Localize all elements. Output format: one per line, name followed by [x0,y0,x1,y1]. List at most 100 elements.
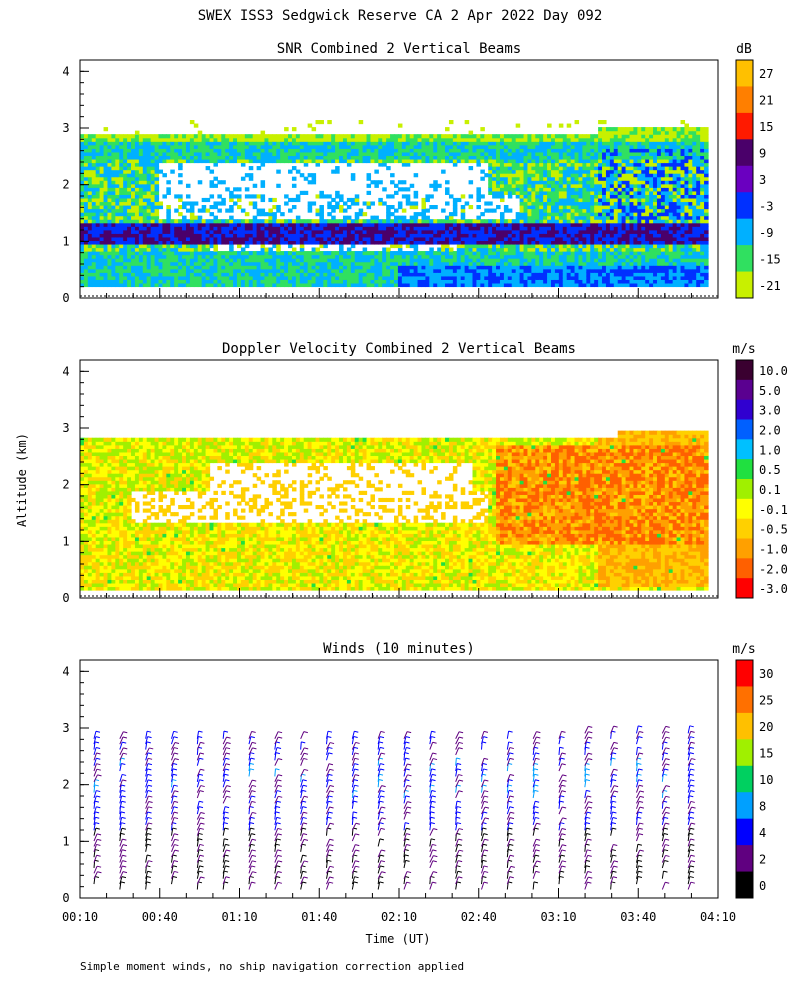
heatmap-cell [138,240,144,245]
heatmap-cell [605,173,611,178]
heatmap-cell [570,173,576,178]
heatmap-cell [488,229,493,234]
heatmap-cell [609,134,615,139]
heatmap-cell [437,247,442,252]
heatmap-cell [288,236,293,242]
heatmap-cell [503,190,509,195]
heatmap-cell [178,226,183,231]
heatmap-cell [335,268,340,273]
heatmap-cell [307,144,313,149]
heatmap-cell [629,194,635,199]
heatmap-cell [617,275,623,280]
heatmap-cell [633,208,638,213]
heatmap-cell [605,268,611,273]
heatmap-cell [366,190,372,195]
heatmap-cell [323,222,328,227]
heatmap-cell [311,180,317,185]
heatmap-cell [421,275,426,280]
heatmap-cell [115,151,120,157]
heatmap-cell [594,243,599,249]
heatmap-cell [142,268,148,273]
heatmap-cell [268,236,273,242]
heatmap-cell [594,201,599,206]
heatmap-cell [174,141,179,146]
heatmap-cell [617,222,623,227]
heatmap-cell [503,279,509,284]
heatmap-cell [566,162,572,167]
heatmap-cell [488,254,493,259]
heatmap-cell [339,134,344,139]
heatmap-cell [213,183,218,188]
heatmap-cell [405,201,411,206]
heatmap-cell [80,268,85,273]
heatmap-cell [91,201,97,206]
heatmap-cell [511,148,517,153]
heatmap-cell [221,197,226,203]
heatmap-cell [578,240,583,245]
heatmap-cell [248,173,254,178]
heatmap-cell [499,279,505,284]
heatmap-cell [507,169,513,174]
heatmap-cell [574,148,580,153]
heatmap-cell [551,236,556,242]
heatmap-cell [362,272,368,277]
heatmap-cell [291,258,297,263]
heatmap-cell [562,282,568,288]
heatmap-cell [397,137,403,142]
heatmap-cell [480,155,485,160]
heatmap-cell [252,233,258,238]
heatmap-cell [590,190,595,195]
heatmap-cell [578,229,583,234]
heatmap-cell [311,279,317,284]
heatmap-cell [115,279,120,284]
heatmap-cell [598,120,603,125]
heatmap-cell [421,226,426,231]
heatmap-cell [499,243,505,249]
heatmap-cell [150,258,156,263]
heatmap-cell [201,205,207,210]
heatmap-cell [276,229,281,234]
heatmap-cell [523,226,529,231]
heatmap-cell [111,275,116,280]
heatmap-cell [111,148,116,153]
heatmap-cell [617,173,623,178]
heatmap-cell [240,236,246,242]
heatmap-cell [162,251,167,256]
heatmap-cell [476,226,481,231]
heatmap-cell [625,254,631,259]
heatmap-cell [570,205,576,210]
heatmap-cell [598,215,603,220]
heatmap-cell [339,226,344,231]
heatmap-cell [617,254,623,259]
heatmap-cell [515,215,521,220]
heatmap-cell [99,141,105,146]
heatmap-cell [221,155,226,160]
heatmap-cell [107,162,112,167]
heatmap-cell [221,222,226,227]
heatmap-cell [107,137,112,142]
heatmap-cell [507,240,513,245]
heatmap-cell [448,261,454,266]
heatmap-cell [127,134,132,139]
heatmap-cell [291,176,297,181]
heatmap-cell [284,272,289,277]
heatmap-cell [488,158,493,164]
heatmap-cell [582,229,587,234]
heatmap-cell [562,208,568,213]
heatmap-cell [629,183,635,188]
heatmap-cell [150,233,156,238]
heatmap-cell [511,275,517,280]
heatmap-cell [217,137,222,142]
heatmap-cell [378,254,383,259]
heatmap-cell [154,240,160,245]
heatmap-cell [558,183,564,188]
heatmap-cell [237,254,242,259]
heatmap-cell [574,134,580,139]
heatmap-cell [209,205,215,210]
heatmap-cell [519,236,525,242]
heatmap-cell [511,247,517,252]
heatmap-cell [409,222,415,227]
heatmap-cell [547,134,552,139]
heatmap-cell [425,229,430,234]
heatmap-cell [370,180,375,185]
